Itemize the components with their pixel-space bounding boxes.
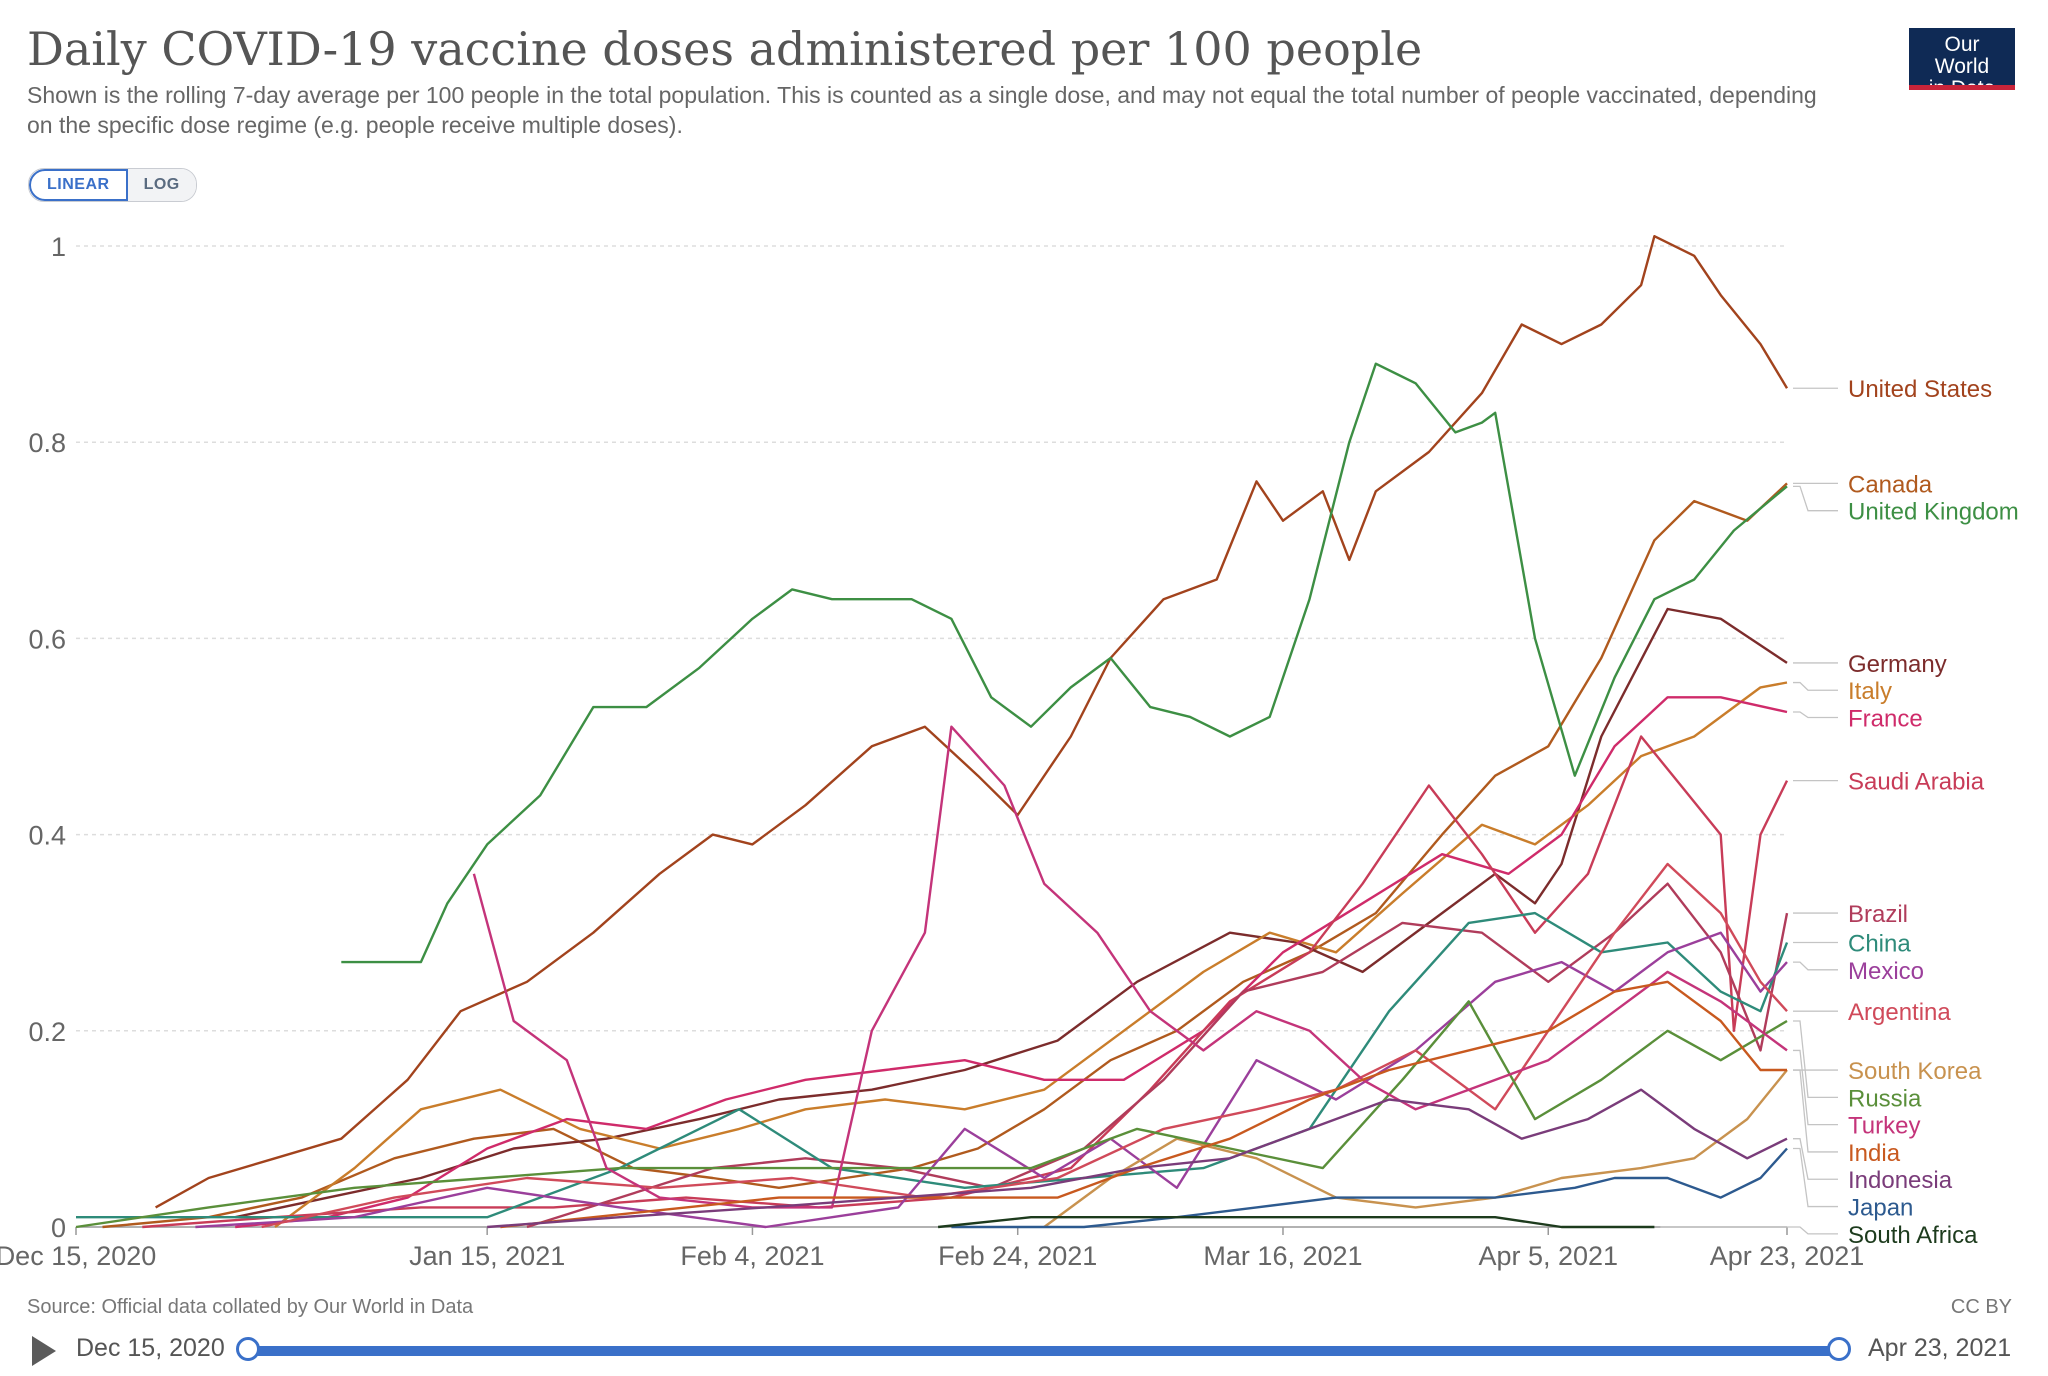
series-line-united-kingdom [341, 362, 1788, 964]
series-label-india: India [1848, 1140, 1901, 1167]
series-line-south-korea [1043, 1069, 1788, 1228]
series-label-germany: Germany [1848, 651, 1947, 678]
label-connector-mexico [1793, 961, 1838, 971]
x-tick-label: Feb 4, 2021 [680, 1241, 824, 1271]
x-tick-label: Dec 15, 2020 [0, 1241, 156, 1271]
timeline-start-handle[interactable] [236, 1337, 260, 1361]
y-axis-ticks: 0 0.2 0.4 0.6 0.8 1 [28, 232, 66, 1243]
x-axis-ticks: Dec 15, 2020 Jan 15, 2021 Feb 4, 2021 Feb 2… [0, 1227, 1864, 1271]
series-label-france: France [1848, 706, 1923, 733]
series-line-japan [951, 1147, 1788, 1229]
y-tick-label: 0.6 [28, 624, 66, 654]
timeline-start-label: Dec 15, 2020 [76, 1334, 225, 1362]
source-note: Source: Official data collated by Our Wo… [27, 1296, 474, 1318]
series-line-united-states [155, 235, 1789, 1209]
log-scale-button[interactable]: LOG [127, 169, 196, 201]
label-connector-turkey [1793, 1049, 1838, 1126]
series-label-united-kingdom: United Kingdom [1848, 499, 2019, 526]
series-line-brazil [526, 882, 1789, 1229]
y-tick-label: 0 [51, 1213, 66, 1243]
series-line-india [500, 980, 1787, 1229]
label-connector-japan [1793, 1147, 1838, 1208]
gridlines [76, 245, 1787, 1228]
logo-line-1: Our World [1934, 33, 1990, 78]
x-tick-label: Jan 15, 2021 [409, 1241, 565, 1271]
owid-logo[interactable]: Our World in Data [1909, 28, 2015, 100]
label-connector-france [1793, 711, 1838, 719]
y-tick-label: 0.8 [28, 428, 66, 458]
series-label-brazil: Brazil [1848, 901, 1908, 928]
series-line-saudi-arabia [142, 735, 1789, 1229]
x-tick-label: Mar 16, 2021 [1203, 1241, 1362, 1271]
series-line-turkey [472, 725, 1788, 1209]
y-tick-label: 1 [51, 232, 66, 262]
timeline-track[interactable] [248, 1346, 1840, 1356]
x-tick-label: Apr 5, 2021 [1478, 1241, 1618, 1271]
line-chart: 0 0.2 0.4 0.6 0.8 1 Dec 15, 2020 Jan 15, 2021 F… [0, 232, 2019, 1271]
linear-scale-button[interactable]: LINEAR [29, 169, 128, 201]
series-label-saudi-arabia: Saudi Arabia [1848, 769, 1985, 796]
y-tick-label: 0.4 [28, 821, 66, 851]
series-label-argentina: Argentina [1848, 999, 1951, 1026]
label-connector-india [1793, 1069, 1838, 1153]
series-label-russia: Russia [1848, 1085, 1922, 1112]
play-icon[interactable] [32, 1336, 56, 1366]
series-line-south-africa [937, 1216, 1655, 1229]
series-label-japan: Japan [1848, 1195, 1913, 1222]
series-line-russia [75, 1000, 1788, 1229]
series-lines [75, 235, 1789, 1229]
series-label-united-states: United States [1848, 376, 1992, 403]
timeline-end-handle[interactable] [1827, 1337, 1851, 1361]
series-line-indonesia [487, 1088, 1788, 1229]
series-label-indonesia: Indonesia [1848, 1167, 1953, 1194]
series-label-south-korea: South Korea [1848, 1058, 1982, 1085]
series-line-france [235, 696, 1788, 1229]
x-tick-label: Apr 23, 2021 [1710, 1241, 1865, 1271]
timeline: Dec 15, 2020 Apr 23, 2021 [0, 1330, 2048, 1370]
series-label-italy: Italy [1848, 678, 1892, 705]
scale-toggle: LINEAR LOG [28, 168, 197, 202]
series-label-turkey: Turkey [1848, 1113, 1920, 1140]
label-connector-south-africa [1660, 1226, 1838, 1235]
chart-title: Daily COVID-19 vaccine doses administere… [27, 22, 1423, 76]
series-label-mexico: Mexico [1848, 958, 1924, 985]
series-label-south-africa: South Africa [1848, 1222, 1978, 1249]
label-connector-indonesia [1793, 1138, 1838, 1180]
series-line-italy [274, 681, 1788, 1228]
series-label-canada: Canada [1848, 471, 1933, 498]
label-connector-united-kingdom [1793, 485, 1838, 512]
logo-accent-bar [1909, 85, 2015, 90]
timeline-end-label: Apr 23, 2021 [1868, 1334, 2012, 1362]
label-connector-italy [1793, 681, 1838, 691]
series-label-china: China [1848, 931, 1911, 958]
series-line-canada [102, 482, 1788, 1229]
license-link[interactable]: CC BY [1950, 1296, 2012, 1318]
y-tick-label: 0.2 [28, 1017, 66, 1047]
x-tick-label: Feb 24, 2021 [938, 1241, 1097, 1271]
label-connector-russia [1793, 1020, 1838, 1098]
chart-subtitle: Shown is the rolling 7-day average per 1… [27, 82, 1817, 138]
